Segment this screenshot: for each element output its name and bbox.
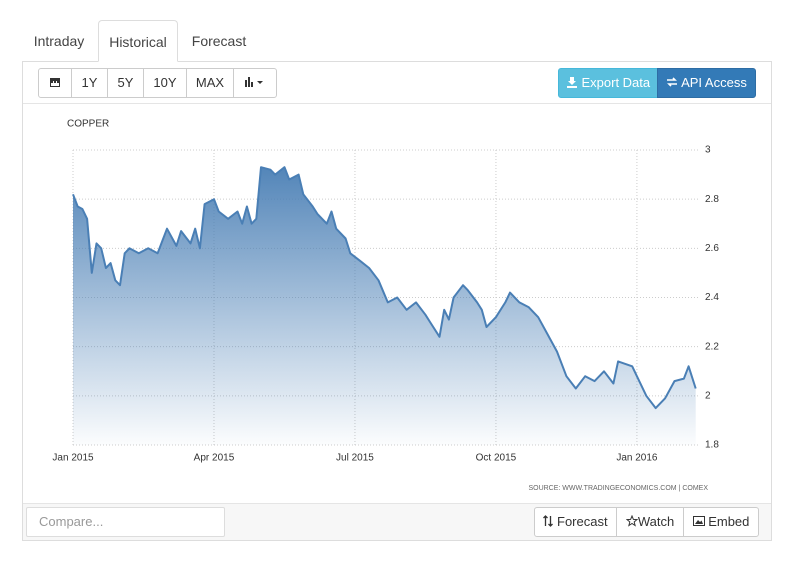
y-tick-label: 1.8 <box>705 440 719 451</box>
api-label: API Access <box>681 75 747 90</box>
range-button[interactable]: 10Y <box>143 68 187 98</box>
tab-active[interactable]: Historical <box>98 20 178 62</box>
chart-type-button[interactable] <box>233 68 277 98</box>
source-note: SOURCE: WWW.TRADINGECONOMICS.COM | COMEX <box>528 485 708 492</box>
watch-label: Watch <box>637 514 675 529</box>
api-button[interactable]: API Access <box>657 68 756 98</box>
x-tick-label: Jan 2016 <box>616 453 658 464</box>
chart-title: COPPER <box>67 119 109 130</box>
y-tick-label: 3 <box>705 145 711 156</box>
range-button[interactable]: 5Y <box>107 68 144 98</box>
forecast-label: Forecast <box>557 514 608 529</box>
exchange-icon <box>667 77 678 87</box>
compare-input[interactable]: Compare... <box>26 507 225 537</box>
x-tick-label: Apr 2015 <box>194 453 235 464</box>
export-label: Export Data <box>581 75 651 90</box>
tab[interactable]: Forecast <box>191 33 247 49</box>
star-icon <box>625 514 639 527</box>
calendar-icon <box>50 78 60 87</box>
y-tick-label: 2.8 <box>705 194 719 205</box>
y-tick-label: 2.6 <box>705 243 719 254</box>
image-icon <box>692 516 705 526</box>
watch-button[interactable]: Watch <box>616 507 684 537</box>
chart: COPPER SOURCE: WWW.TRADINGECONOMICS.COM … <box>52 119 719 492</box>
embed-label: Embed <box>708 514 750 529</box>
y-tick-label: 2.4 <box>705 292 719 303</box>
embed-button[interactable]: Embed <box>683 507 759 537</box>
range-button[interactable]: 1Y <box>71 68 108 98</box>
y-tick-label: 2 <box>705 390 711 401</box>
export-button[interactable]: Export Data <box>558 68 658 98</box>
range-button[interactable]: MAX <box>186 68 234 98</box>
x-tick-label: Jan 2015 <box>52 453 94 464</box>
panel <box>22 61 772 541</box>
download-icon <box>566 77 577 88</box>
area-fill <box>73 167 696 445</box>
y-tick-label: 2.2 <box>705 341 719 352</box>
line <box>72 166 697 410</box>
x-tick-label: Jul 2015 <box>336 453 374 464</box>
tab[interactable]: Intraday <box>33 33 85 49</box>
sort-icon <box>543 515 554 527</box>
calendar-button[interactable] <box>38 68 72 98</box>
x-tick-label: Oct 2015 <box>476 453 517 464</box>
divider <box>23 103 771 104</box>
chart-type-icon <box>245 77 263 87</box>
forecast-button[interactable]: Forecast <box>534 507 617 537</box>
